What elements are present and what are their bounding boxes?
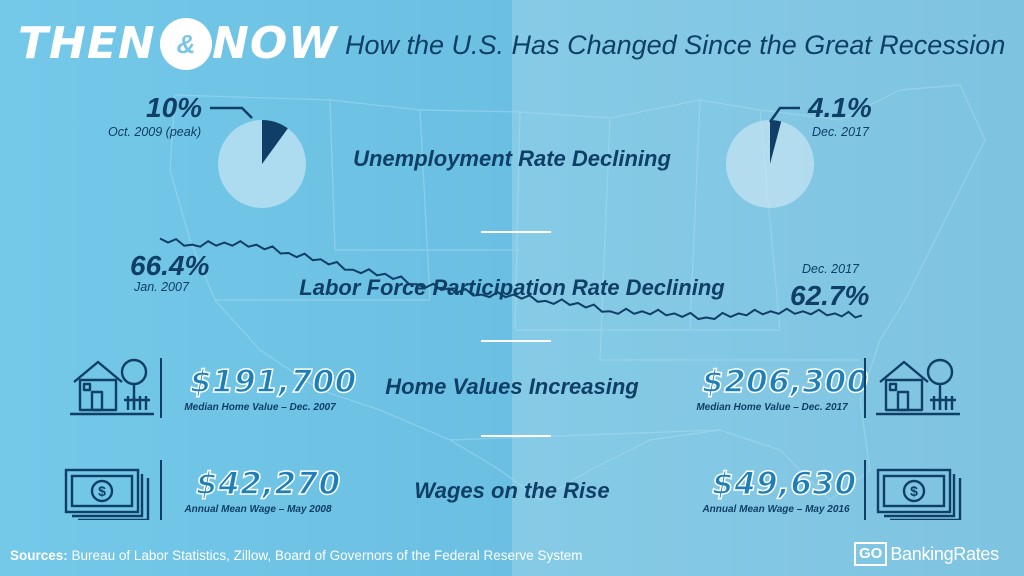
home-now-label: Median Home Value – Dec. 2017 [696, 402, 848, 413]
title-then: THEN [18, 18, 156, 69]
gobankingrates-logo: GO BankingRates [854, 541, 999, 567]
unemployment-then-value: 10% [146, 92, 203, 123]
unemployment-then-pie [218, 120, 306, 208]
wages-title: Wages on the Rise [414, 478, 610, 503]
dollar-bill-icon: $ [64, 468, 150, 520]
unemployment-now-value: 4.1% [808, 92, 872, 123]
wages-then-bar [160, 460, 162, 520]
title-ampersand: & [160, 18, 212, 70]
home-now-value: $206,300 [701, 363, 869, 401]
divider-1 [481, 231, 551, 233]
house-icon [70, 358, 154, 416]
home-then-bar [160, 358, 162, 418]
labor-end-label: Dec. 2017 [802, 262, 859, 276]
wages-then-value: $42,270 [195, 465, 341, 503]
page-subtitle: How the U.S. Has Changed Since the Great… [345, 30, 1006, 60]
dollar-bill-icon: $ [876, 468, 962, 520]
title-now: NOW [212, 18, 338, 69]
wages-now-bar [864, 460, 866, 520]
divider-2 [481, 340, 551, 342]
svg-text:$: $ [910, 483, 918, 499]
unemployment-now-pie [726, 120, 814, 208]
wages-then-label: Annual Mean Wage – May 2008 [184, 504, 332, 515]
labor-start-label: Jan. 2007 [134, 280, 189, 294]
unemployment-then-label: Oct. 2009 (peak) [108, 125, 202, 139]
unemployment-title: Unemployment Rate Declining [353, 146, 671, 171]
wages-now-label: Annual Mean Wage – May 2016 [702, 504, 850, 515]
labor-end-value: 62.7% [790, 280, 870, 311]
unemployment-now-label: Dec. 2017 [812, 125, 869, 139]
house-icon [876, 358, 960, 416]
logo-bankingrates: BankingRates [890, 543, 999, 564]
divider-3 [481, 435, 551, 437]
sources-label: Sources: [10, 548, 68, 563]
labor-start-value: 66.4% [130, 250, 210, 281]
home-then-value: $191,700 [189, 363, 357, 401]
labor-title: Labor Force Participation Rate Declining [299, 275, 725, 300]
home-now-bar [864, 358, 866, 418]
svg-text:$: $ [98, 483, 106, 499]
sources-text: Bureau of Labor Statistics, Zillow, Boar… [71, 548, 583, 563]
home-then-label: Median Home Value – Dec. 2007 [184, 402, 336, 413]
home-title: Home Values Increasing [385, 374, 639, 399]
logo-go: GO [854, 542, 888, 566]
pie-now-slice [770, 120, 782, 164]
pie-then-slice [262, 120, 288, 164]
sources-line: Sources: Bureau of Labor Statistics, Zil… [10, 548, 583, 563]
wages-now-value: $49,630 [711, 465, 857, 503]
